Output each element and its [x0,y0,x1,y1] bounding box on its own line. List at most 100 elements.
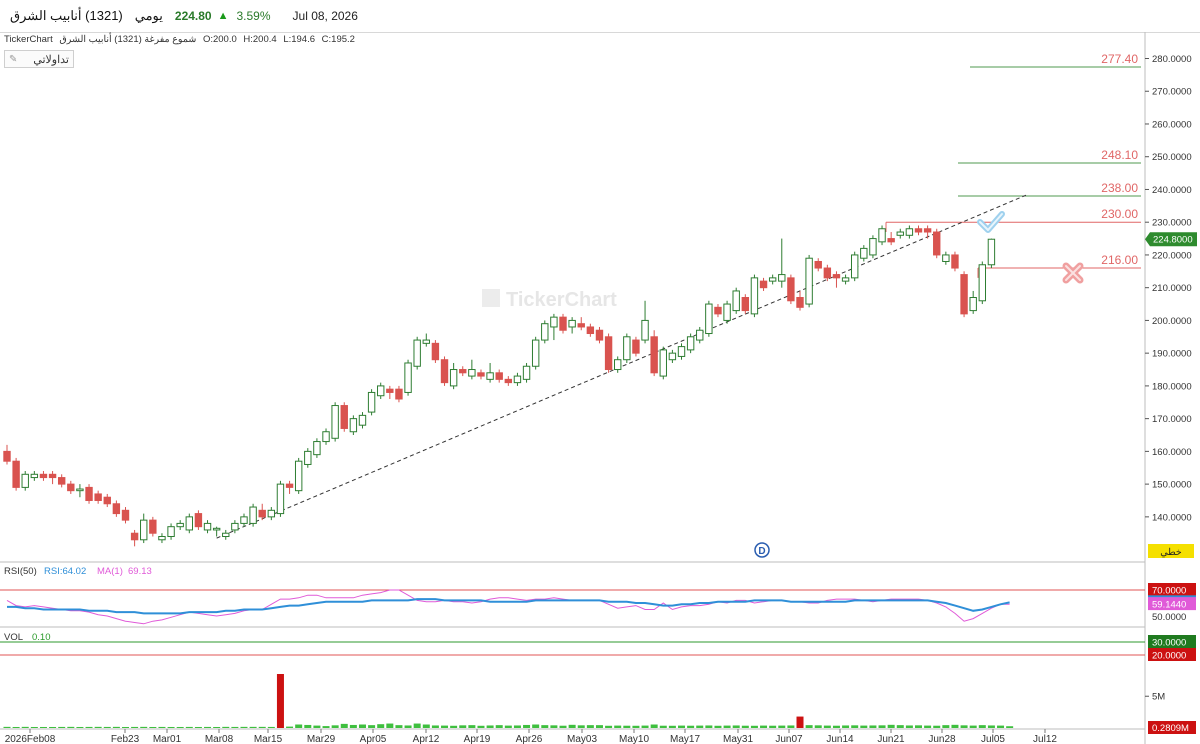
level-label: 230.00 [1101,207,1138,221]
volume-bar [787,725,795,728]
volume-bar [112,726,120,728]
volume-bar [978,725,986,728]
source-label: TickerChart [4,34,53,45]
check-icon[interactable] [977,211,1005,233]
candle-body [960,274,968,315]
candle-body [194,513,203,528]
volume-bar [532,724,540,728]
candle-body [541,323,549,341]
candle-body [495,372,503,380]
rsi-line [7,598,1010,615]
candle-body [796,297,804,308]
candle-body [377,385,385,397]
date-tick-label: Mar08 [205,734,234,744]
volume-bar [386,723,394,728]
candle-body [57,477,66,485]
candle-body [167,526,175,538]
volume-bar [377,724,385,728]
price-tick-label: 220.0000 [1152,250,1192,261]
workspace-tab[interactable]: ✎ تداولاتي [4,50,74,68]
dividend-marker[interactable]: D [754,542,770,558]
stock-name[interactable]: أنابيب الشرق (1321) [10,8,123,23]
volume-bar [85,726,93,728]
volume-bar [614,725,622,728]
series-info: TickerChart شموع مفرغة (1321) أنابيب الش… [4,34,359,45]
candle-body [185,516,194,531]
pin-icon[interactable]: ✎ [9,53,18,65]
candle-body [750,277,759,315]
candle-body [805,257,813,305]
volume-bar [832,725,840,728]
price-tick-label: 240.0000 [1152,185,1192,196]
date-tick-label: Jun07 [775,734,803,744]
vol-legend: VOL 0.10 [4,632,51,643]
candle-body [577,323,585,328]
volume-bar [997,725,1005,728]
candle-body [121,509,130,521]
volume-bar [121,726,129,728]
rsi-level-tag [1148,648,1196,661]
watermark: TickerChart [482,289,617,311]
candle-body [987,238,996,266]
volume-bar [30,726,38,728]
candle-body [741,297,750,312]
volume-bar [94,726,102,728]
volume-bar [969,725,977,728]
candle-body [905,228,914,236]
candle-body [140,519,148,541]
change-percent: 3.59% [236,9,271,23]
rsi-level-tag [1148,635,1196,648]
volume-bar [276,674,284,728]
volume-bar [705,725,713,728]
header-bar: أنابيب الشرق (1321) يومي 224.80 ▲ 3.59% … [0,0,1200,33]
candle-body [513,375,522,384]
volume-bar [659,725,667,728]
candle-body [176,522,184,528]
volume-bar [741,725,749,728]
candle-body [331,405,339,439]
period-selector[interactable]: يومي [134,8,163,23]
last-price: 224.80 [174,9,212,23]
ma-label: MA(1) [97,566,123,577]
volume-bar [987,725,995,728]
candle-body [650,336,658,374]
volume-bar [304,724,312,728]
cross-icon[interactable] [1062,262,1084,284]
candle-body [568,319,576,328]
volume-bar [49,726,57,728]
date-tick-label: Feb23 [111,734,140,744]
volume-bar [550,725,558,728]
chart-type-tag[interactable]: خطي [1148,544,1194,558]
candle-body [468,369,476,377]
candle-body [349,418,358,433]
volume-bar [541,725,549,728]
candle-body [3,450,11,462]
volume-bar [842,725,850,728]
price-tick-label: 160.0000 [1152,447,1192,458]
volume-bar [495,725,503,728]
volume-bar [750,725,758,728]
volume-bar [413,723,421,728]
volume-bar [623,725,631,728]
volume-bar [568,724,576,728]
candle-body [304,450,312,465]
rsi-level-tag-label: 70.0000 [1152,586,1186,597]
candle-body [559,316,567,331]
trendline [216,193,1029,539]
volume-bar [696,725,704,728]
chart-area[interactable]: TickerChart 277.40 248.10 238.00 230.00 216.… [0,32,1200,744]
price-tick-label: 230.0000 [1152,218,1192,229]
volume-bar [213,726,221,728]
last-price-tag [1145,232,1197,247]
volume-bar [340,723,348,728]
candle-body [231,522,239,531]
candle-body [869,238,877,256]
svg-text:D: D [758,546,765,557]
header-date: Jul 08, 2026 [292,9,358,23]
volume-bar [486,725,494,728]
trendline-dashed [216,193,1029,539]
date-tick-label: Apr19 [464,734,491,744]
volume-bar [103,726,111,728]
volume-bar [805,725,813,728]
volume-bar [586,725,594,728]
